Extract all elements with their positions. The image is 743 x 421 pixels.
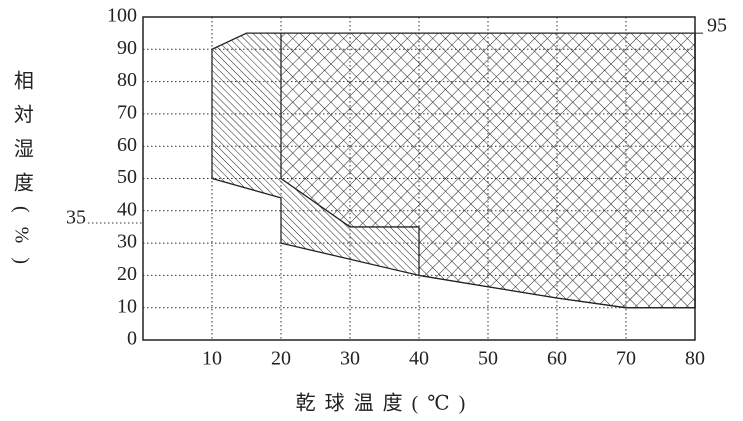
y-tick-label: 90: [117, 37, 137, 59]
y-tick-label: 10: [117, 295, 137, 317]
x-tick-label: 20: [271, 348, 291, 370]
x-axis-label: 乾球温度(℃): [296, 392, 475, 415]
x-tick-label: 10: [202, 348, 222, 370]
y-tick-label: 50: [117, 166, 137, 188]
x-tick-label: 60: [547, 348, 567, 370]
x-tick-label: 30: [340, 348, 360, 370]
y-tick-label: 20: [117, 263, 137, 285]
annotation: 35: [66, 207, 86, 229]
y-tick-label: 30: [117, 231, 137, 253]
plot-frame: [142, 16, 696, 341]
x-tick-label: 70: [616, 348, 636, 370]
y-tick-label: 60: [117, 134, 137, 156]
annotation: 95: [707, 15, 727, 37]
y-tick-label: 40: [117, 198, 137, 220]
x-tick-label: 40: [409, 348, 429, 370]
y-tick-label: 0: [127, 328, 137, 350]
x-tick-label: 80: [685, 348, 705, 370]
y-tick-label: 80: [117, 69, 137, 91]
y-axis-label: 相対湿度(%): [10, 70, 33, 278]
y-tick-label: 100: [107, 5, 137, 27]
y-tick-label: 70: [117, 101, 137, 123]
x-tick-label: 50: [478, 348, 498, 370]
